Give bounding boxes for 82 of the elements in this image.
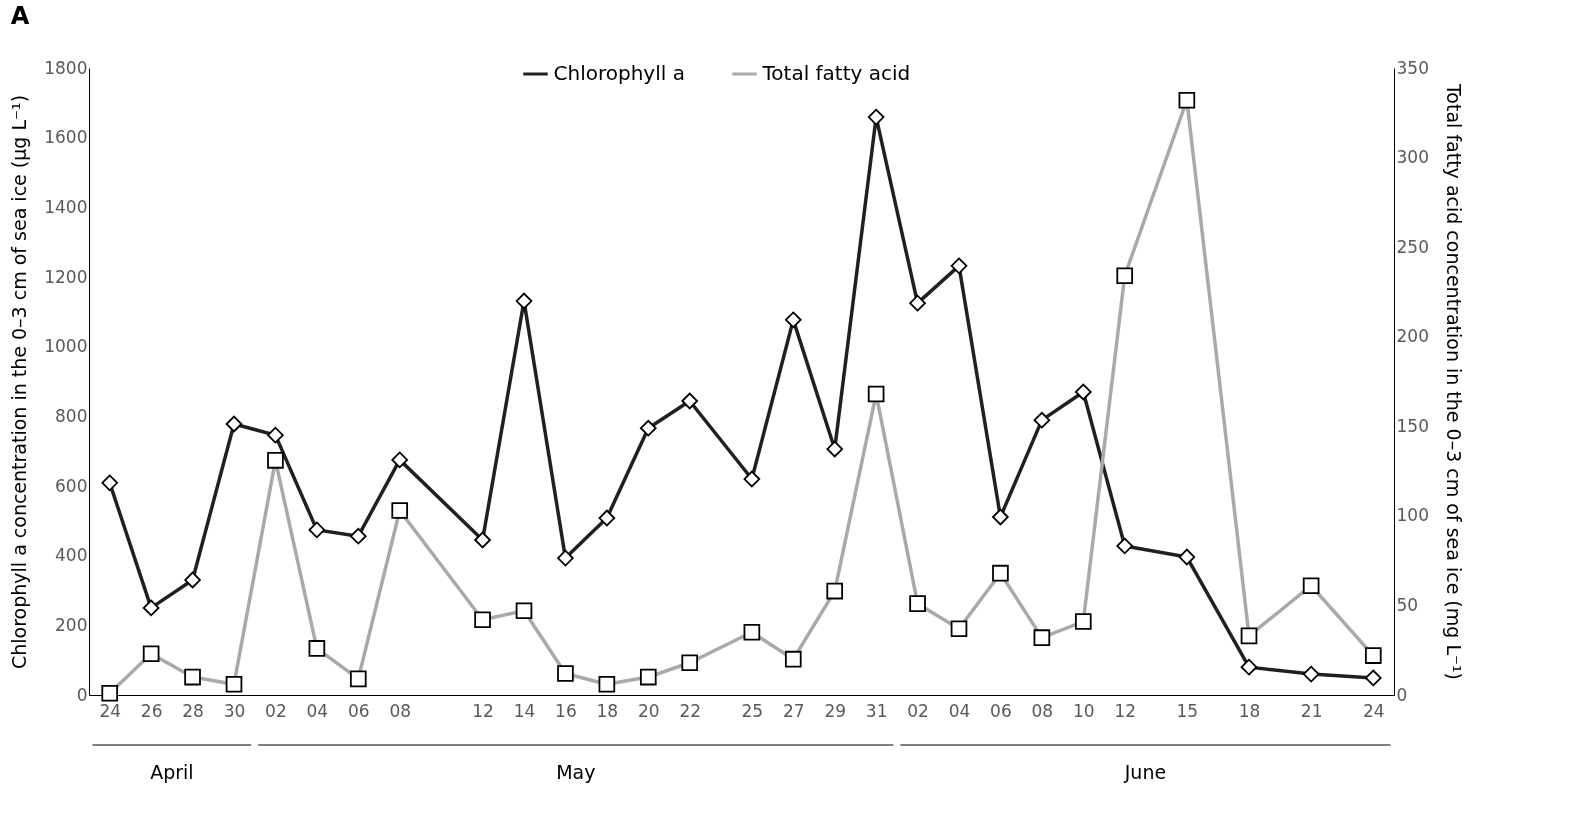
- y2-tick-label: 0: [1396, 684, 1408, 705]
- y-tick-label: 0: [76, 684, 88, 705]
- x-tick-label: 06: [347, 700, 370, 721]
- x-tick-label: 28: [182, 700, 204, 721]
- x-tick-label: 12: [472, 700, 494, 721]
- point: [515, 292, 533, 310]
- chart-title: A: [10, 2, 30, 30]
- x-tick-label: 04: [306, 700, 329, 721]
- text: June: [1123, 761, 1167, 783]
- x-tick-label: 29: [824, 700, 847, 721]
- x-tick-label: 30: [223, 700, 246, 721]
- y2-axis-title: Total fatty acid concentration in the 0–3 cm of sea ice (mg L⁻¹): [1442, 82, 1465, 681]
- legend-label: Chlorophyll a: [553, 61, 685, 85]
- y-axis-title: Chlorophyll a concentration in the 0–3 cm of sea ice (µg L⁻¹): [8, 94, 31, 670]
- point: [142, 599, 160, 617]
- y2-tick-label: 300: [1396, 147, 1429, 168]
- point: [267, 426, 284, 444]
- legend-label: Total fatty acid: [761, 61, 911, 85]
- point: [784, 311, 802, 329]
- point: [909, 294, 926, 312]
- y2-tick-label: 200: [1396, 326, 1429, 347]
- x-tick-label: 21: [1300, 700, 1323, 721]
- y-tick-label: 1600: [44, 127, 88, 148]
- point: [391, 451, 409, 469]
- x-tick-label: 04: [948, 700, 971, 721]
- point: [101, 474, 119, 492]
- point: [1116, 537, 1134, 555]
- point: [1364, 669, 1382, 687]
- x-tick-label: 02: [265, 700, 287, 721]
- x-tick-label: 31: [865, 700, 888, 721]
- point: [1302, 665, 1320, 683]
- y2-tick-label: 150: [1396, 415, 1429, 436]
- x-tick-label: 02: [907, 700, 929, 721]
- y2-tick-label: 250: [1396, 236, 1429, 257]
- point: [308, 521, 326, 539]
- x-tick-label: 18: [596, 700, 619, 721]
- y-tick-label: 1800: [44, 57, 88, 78]
- point: [950, 257, 968, 275]
- text: May: [556, 761, 596, 783]
- point: [743, 470, 761, 488]
- x-tick-label: 08: [389, 700, 412, 721]
- x-tick-label: 14: [513, 700, 536, 721]
- x-tick-label: 06: [990, 700, 1012, 721]
- x-tick-label: 24: [1362, 700, 1385, 721]
- point: [826, 440, 844, 458]
- point: [681, 392, 699, 410]
- text: April: [150, 761, 194, 783]
- x-tick-label: 25: [741, 700, 764, 721]
- point: [1240, 658, 1258, 676]
- point: [992, 508, 1009, 526]
- x-tick-label: 24: [99, 700, 122, 721]
- y-tick-label: 1200: [44, 266, 88, 287]
- x-tick-label: 26: [140, 700, 163, 721]
- x-tick-label: 15: [1176, 700, 1199, 721]
- point: [1033, 411, 1051, 429]
- point: [557, 549, 574, 567]
- y-tick-label: 1000: [44, 336, 88, 357]
- x-tick-label: 20: [637, 700, 660, 721]
- point: [598, 509, 616, 527]
- point: [1074, 383, 1092, 401]
- y-tick-label: 1400: [44, 196, 88, 217]
- x-tick-label: 10: [1072, 700, 1095, 721]
- point: [474, 531, 491, 549]
- y-tick-label: 800: [55, 405, 88, 426]
- x-tick-label: 16: [555, 700, 577, 721]
- y2-tick-label: 350: [1396, 57, 1429, 78]
- x-tick-label: 12: [1114, 700, 1137, 721]
- point: [225, 415, 243, 433]
- point: [349, 527, 367, 545]
- point: [184, 571, 201, 589]
- x-tick-label: 18: [1238, 700, 1261, 721]
- point: [639, 419, 657, 437]
- x-tick-label: 27: [782, 700, 805, 721]
- point: [1178, 548, 1196, 566]
- point: [867, 108, 885, 126]
- y-tick-label: 400: [55, 545, 88, 566]
- y2-tick-label: 50: [1396, 594, 1419, 615]
- y-tick-label: 200: [55, 614, 88, 635]
- y-tick-label: 600: [55, 475, 88, 496]
- x-tick-label: 08: [1031, 700, 1054, 721]
- x-tick-label: 22: [679, 700, 702, 721]
- y2-tick-label: 100: [1396, 505, 1429, 526]
